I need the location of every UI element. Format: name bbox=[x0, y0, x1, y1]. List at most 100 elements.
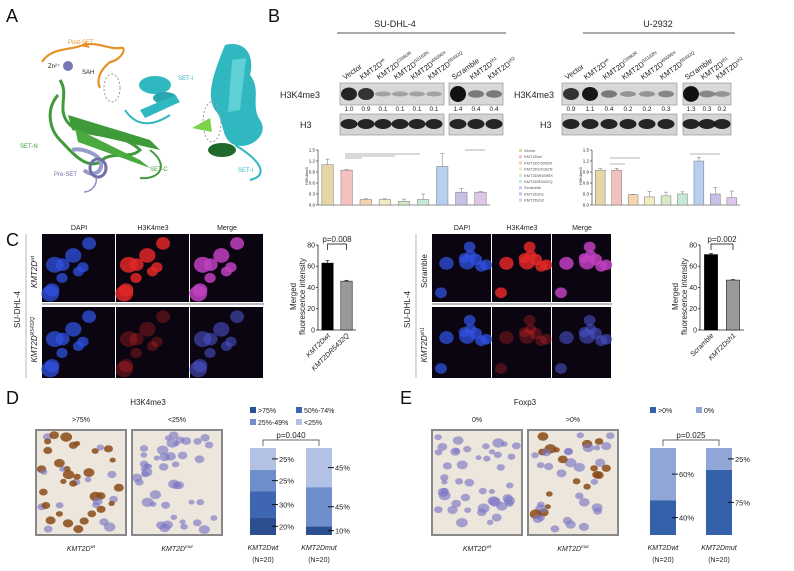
pre-set-label: Pre-SET bbox=[54, 172, 77, 178]
nucleus bbox=[40, 469, 48, 475]
band-h3 bbox=[698, 119, 716, 129]
stained-cell bbox=[109, 457, 116, 463]
nucleus bbox=[489, 497, 501, 507]
image-label: <25% bbox=[168, 417, 186, 424]
segment-value: 45% bbox=[335, 503, 350, 512]
nucleus bbox=[196, 499, 205, 506]
band-h3 bbox=[485, 119, 503, 129]
nucleus bbox=[149, 501, 157, 507]
bar bbox=[474, 191, 487, 206]
nucleus bbox=[115, 361, 134, 378]
row-label-text: Scramble bbox=[420, 254, 429, 288]
legend-entry: KMT2Dsh2 bbox=[524, 198, 545, 203]
protein-structure-main bbox=[41, 42, 180, 193]
h3k4me3-row-label: H3K4me3 bbox=[514, 90, 554, 100]
legend-entry: 25%-49% bbox=[258, 420, 288, 427]
y-axis-label: Merged bbox=[671, 283, 680, 310]
bar-segment bbox=[706, 469, 732, 535]
image-caption: KMT2Dmut bbox=[557, 544, 589, 553]
nucleus bbox=[198, 525, 210, 534]
y-axis-label: fluorescence intensity bbox=[298, 258, 307, 335]
sample-size: (N=20) bbox=[308, 557, 330, 564]
image-caption: KMT2Dwt bbox=[67, 544, 96, 553]
row-label-text: KMT2D bbox=[30, 335, 39, 362]
stained-cell bbox=[62, 470, 75, 480]
nucleus bbox=[193, 331, 212, 348]
legend-entry: Scramble bbox=[524, 185, 542, 190]
legend-swatch bbox=[519, 186, 522, 190]
legend-swatch bbox=[519, 192, 522, 196]
nucleus bbox=[441, 479, 448, 485]
band-h3k4me3 bbox=[699, 90, 715, 98]
nucleus bbox=[455, 478, 464, 485]
nucleus bbox=[437, 442, 448, 451]
quantification-value: 0.3 bbox=[661, 106, 670, 113]
nucleus bbox=[499, 256, 514, 270]
nucleus bbox=[213, 322, 230, 337]
nucleus bbox=[145, 463, 153, 469]
bar bbox=[455, 191, 468, 206]
western-blot-su-dhl-4: SU-DHL-4 H3K4me3 H3 VectorKMT2DwtKMT2DC5… bbox=[280, 19, 516, 136]
segment-value: 25% bbox=[735, 455, 750, 464]
stained-cell bbox=[45, 516, 56, 525]
nucleus bbox=[134, 478, 144, 486]
y-tick-label: 0.0 bbox=[309, 203, 316, 208]
panel-label-d: D bbox=[6, 388, 19, 408]
quantification-value: 0.2 bbox=[717, 106, 726, 113]
bar bbox=[677, 193, 688, 206]
lane-superscript: wt bbox=[379, 57, 386, 64]
stained-cell bbox=[73, 525, 84, 534]
nucleus bbox=[45, 256, 64, 273]
quantification-value: 0.4 bbox=[604, 106, 613, 113]
band-h3 bbox=[357, 119, 375, 129]
nucleus bbox=[477, 508, 487, 517]
nucleus bbox=[435, 363, 447, 374]
nucleus bbox=[537, 515, 545, 521]
nucleus bbox=[464, 507, 472, 513]
microscopy-image bbox=[492, 307, 551, 378]
lane-superscript: R5432Q bbox=[447, 50, 464, 64]
nucleus bbox=[119, 331, 138, 348]
legend-swatch bbox=[519, 161, 522, 165]
nucleus bbox=[459, 255, 476, 270]
quantification-value: 0.4 bbox=[471, 106, 480, 113]
legend-entry: KMT2Dwt bbox=[524, 154, 542, 159]
nucleus bbox=[451, 499, 462, 508]
stained-cell bbox=[590, 465, 598, 472]
nucleus bbox=[550, 525, 560, 533]
nucleus bbox=[507, 453, 516, 460]
nucleus bbox=[463, 241, 476, 253]
row-label-text: KMT2D bbox=[30, 261, 39, 288]
band-h3 bbox=[619, 119, 637, 129]
nucleus bbox=[456, 460, 468, 470]
nucleus bbox=[555, 287, 567, 299]
p-value: p=0.040 bbox=[276, 431, 306, 440]
band-h3k4me3 bbox=[468, 90, 484, 98]
bar-segment bbox=[706, 448, 732, 470]
post-set-label: Post-SET bbox=[68, 40, 94, 46]
nucleus bbox=[130, 272, 142, 284]
segment-value: 30% bbox=[279, 501, 294, 510]
legend-entry: >0% bbox=[658, 408, 672, 415]
nucleus bbox=[536, 462, 545, 469]
band-h3 bbox=[391, 119, 409, 129]
nucleus bbox=[519, 255, 536, 270]
nucleus bbox=[225, 262, 237, 273]
lane-superscript: sh2 bbox=[507, 55, 516, 64]
legend-swatch bbox=[250, 419, 256, 425]
h3k4me3-row-label: H3K4me3 bbox=[280, 90, 320, 100]
nucleus bbox=[544, 462, 554, 471]
band-h3k4me3 bbox=[639, 91, 655, 97]
su-dhl-4-title: SU-DHL-4 bbox=[374, 19, 416, 29]
significance-bracket bbox=[327, 243, 347, 250]
nucleus bbox=[82, 310, 97, 323]
lane-name: Vector bbox=[563, 62, 586, 82]
set-i-label: SET-I bbox=[178, 76, 193, 82]
band-h3 bbox=[713, 119, 731, 129]
stained-cell bbox=[83, 468, 95, 477]
caption-superscript: wt bbox=[487, 544, 492, 549]
nucleus bbox=[189, 361, 208, 378]
y-tick-label: 0.3 bbox=[583, 192, 590, 197]
nucleus bbox=[204, 272, 216, 284]
nucleus bbox=[139, 322, 156, 337]
